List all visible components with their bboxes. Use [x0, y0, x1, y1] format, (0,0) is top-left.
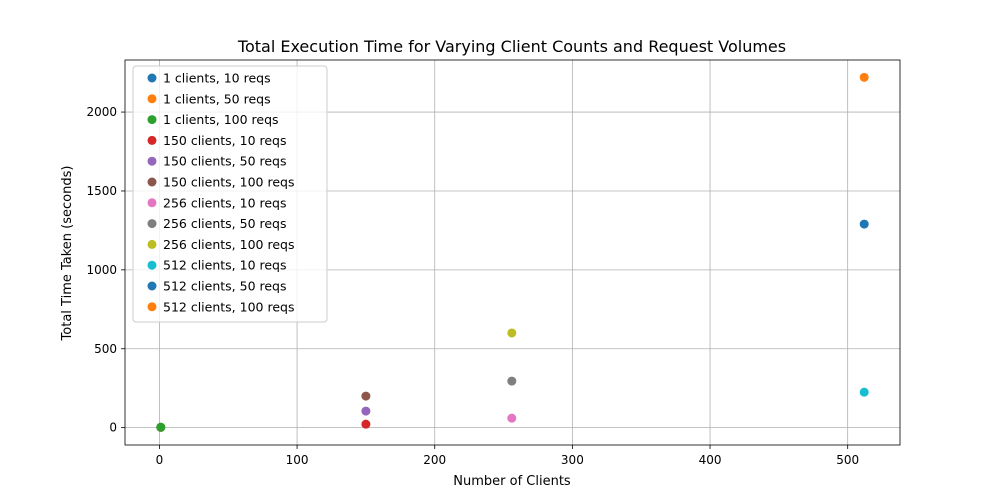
legend-label: 150 clients, 10 reqs — [163, 133, 287, 148]
plot-area-frame — [124, 59, 901, 446]
y-tick-label: 500 — [94, 342, 117, 356]
data-point — [156, 422, 166, 432]
legend-label: 256 clients, 10 reqs — [163, 195, 287, 210]
data-point — [859, 219, 869, 229]
data-point — [507, 413, 517, 423]
y-tick-label: 0 — [109, 421, 117, 435]
legend-label: 256 clients, 50 reqs — [163, 216, 287, 231]
legend-label: 256 clients, 100 reqs — [163, 237, 294, 252]
legend-marker — [147, 239, 157, 249]
data-point — [859, 387, 869, 397]
legend-marker — [147, 198, 157, 208]
legend-label: 512 clients, 50 reqs — [163, 279, 287, 294]
y-tick-label: 1000 — [86, 263, 117, 277]
legend-label: 150 clients, 50 reqs — [163, 154, 287, 169]
legend-marker — [147, 156, 157, 166]
legend-marker — [147, 73, 157, 83]
legend-marker — [147, 302, 157, 312]
legend-marker — [147, 281, 157, 291]
legend: 1 clients, 10 reqs 1 clients, 50 reqs 1 cl… — [132, 65, 328, 323]
y-axis-label: Total Time Taken (seconds) — [60, 166, 75, 342]
x-axis-label: Number of Clients — [453, 474, 571, 489]
legend-marker — [147, 177, 157, 187]
x-tick-label: 100 — [286, 453, 309, 467]
legend-marker — [147, 135, 157, 145]
data-point — [361, 406, 371, 416]
data-point — [361, 419, 371, 429]
data-point — [507, 328, 517, 338]
x-tick-label: 300 — [561, 453, 584, 467]
legend-label: 1 clients, 50 reqs — [163, 91, 271, 106]
legend-label: 1 clients, 10 reqs — [163, 71, 271, 86]
chart-title: Total Execution Time for Varying Client … — [237, 37, 786, 56]
legend-label: 512 clients, 10 reqs — [163, 258, 287, 273]
data-points — [156, 72, 869, 432]
data-point — [859, 72, 869, 82]
legend-marker — [147, 115, 157, 125]
data-point — [361, 391, 371, 401]
x-tick-label: 400 — [699, 453, 722, 467]
legend-frame — [132, 65, 328, 323]
legend-label: 150 clients, 100 reqs — [163, 175, 294, 190]
y-tick-label: 1500 — [86, 184, 117, 198]
legend-marker — [147, 260, 157, 270]
legend-label: 1 clients, 100 reqs — [163, 112, 279, 127]
legend-marker — [147, 94, 157, 104]
x-tick-label: 200 — [423, 453, 446, 467]
y-tick-label: 2000 — [86, 105, 117, 119]
legend-marker — [147, 219, 157, 229]
legend-label: 512 clients, 100 reqs — [163, 299, 294, 314]
axis-ticks: 0 100 200 300 400 500 0 500 1000 1500 2000 — [86, 105, 859, 467]
x-tick-label: 0 — [156, 453, 164, 467]
x-tick-label: 500 — [836, 453, 859, 467]
data-point — [507, 376, 517, 386]
